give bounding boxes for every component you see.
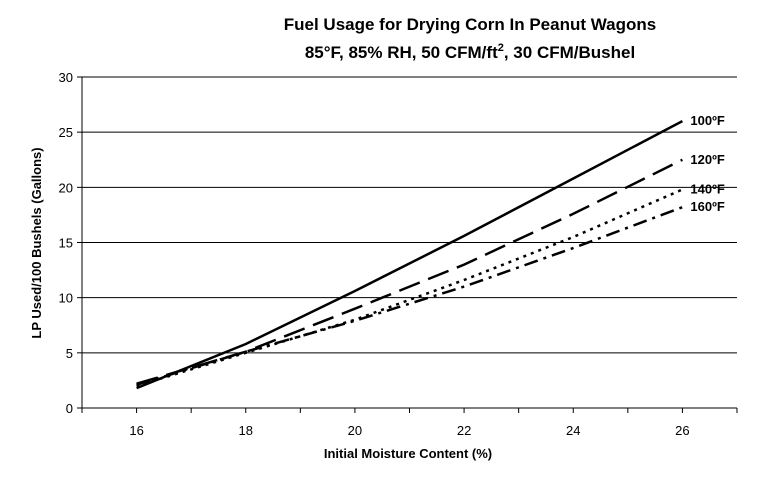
gridlines <box>82 76 737 354</box>
ticks: 0 5 10 15 20 25 30 16 18 20 22 24 26 <box>59 70 738 438</box>
series-line-100f <box>136 119 683 390</box>
series-line-140f <box>136 188 683 388</box>
x-tick-label: 18 <box>239 423 253 438</box>
chart-subtitle: 85°F, 85% RH, 50 CFM/ft2, 30 CFM/Bushel <box>305 42 635 62</box>
x-tick-label: 16 <box>129 423 143 438</box>
series-label: 140ºF <box>690 182 724 197</box>
subtitle-superscript: 2 <box>498 42 504 54</box>
chart-title: Fuel Usage for Drying Corn In Peanut Wag… <box>284 15 656 34</box>
y-tick-label: 5 <box>66 346 73 361</box>
x-tick-label: 26 <box>675 423 689 438</box>
y-tick-label: 10 <box>59 291 73 306</box>
x-tick-label: 22 <box>457 423 471 438</box>
x-tick-label: 24 <box>566 423 580 438</box>
series-line-120f <box>136 158 683 385</box>
series-line-160f <box>136 206 683 386</box>
subtitle-main: 85°F, 85% RH, 50 CFM/ft <box>305 43 498 62</box>
series-label: 100ºF <box>690 113 724 128</box>
series-labels: 100ºF 120ºF 140ºF 160ºF <box>690 113 724 214</box>
subtitle-rest: , 30 CFM/Bushel <box>504 43 635 62</box>
series-label: 160ºF <box>690 199 724 214</box>
x-axis-label: Initial Moisture Content (%) <box>324 446 492 461</box>
y-tick-label: 15 <box>59 236 73 251</box>
series-lines <box>136 119 683 390</box>
y-tick-label: 20 <box>59 180 73 195</box>
y-axis-label: LP Used/100 Bushels (Gallons) <box>29 147 44 338</box>
y-tick-label: 30 <box>59 70 73 85</box>
y-tick-label: 25 <box>59 125 73 140</box>
y-tick-label: 0 <box>66 401 73 416</box>
x-tick-label: 20 <box>348 423 362 438</box>
series-label: 120ºF <box>690 152 724 167</box>
